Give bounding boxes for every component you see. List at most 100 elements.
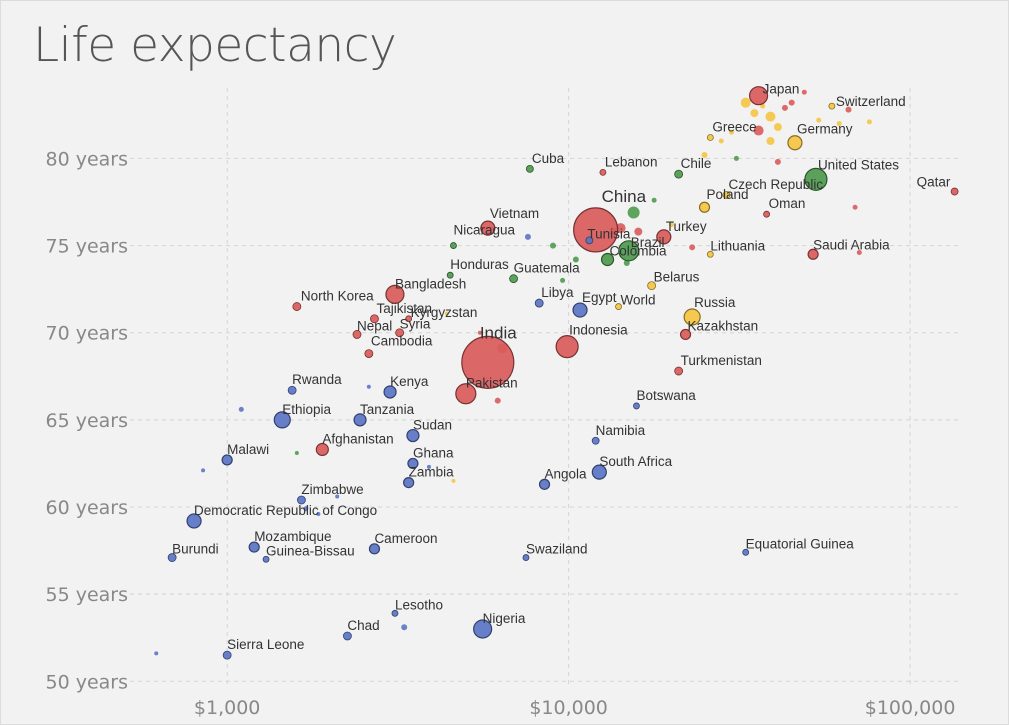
data-point[interactable] [706, 250, 714, 258]
data-point[interactable] [525, 164, 534, 173]
data-point[interactable] [370, 314, 379, 324]
data-point[interactable] [480, 220, 496, 236]
data-point[interactable] [674, 169, 684, 179]
data-point[interactable] [634, 227, 643, 236]
data-point[interactable] [866, 119, 872, 125]
data-point[interactable] [801, 89, 807, 95]
data-point[interactable] [391, 609, 399, 617]
data-point[interactable] [766, 137, 775, 145]
data-point[interactable] [262, 555, 270, 563]
data-point[interactable] [807, 248, 819, 260]
data-point[interactable] [534, 298, 544, 308]
data-point[interactable] [633, 402, 640, 410]
data-point[interactable] [303, 506, 309, 512]
data-point[interactable] [248, 541, 260, 553]
data-point[interactable] [753, 125, 764, 136]
data-point[interactable] [787, 135, 803, 151]
data-point[interactable] [627, 206, 640, 219]
data-point[interactable] [315, 442, 329, 457]
data-point[interactable] [623, 260, 630, 266]
data-point[interactable] [405, 315, 413, 323]
data-point[interactable] [287, 385, 297, 395]
data-point[interactable] [836, 121, 842, 127]
data-point[interactable] [572, 302, 588, 318]
data-point[interactable] [618, 240, 640, 262]
data-point[interactable] [706, 134, 714, 141]
data-point[interactable] [856, 250, 862, 256]
data-point[interactable] [538, 478, 551, 490]
data-point[interactable] [395, 328, 405, 338]
data-point[interactable] [473, 619, 493, 639]
data-point[interactable] [383, 385, 397, 399]
data-point[interactable] [765, 111, 776, 122]
data-point[interactable] [167, 553, 177, 562]
data-point[interactable] [742, 548, 750, 556]
data-point[interactable] [740, 97, 751, 108]
data-point[interactable] [591, 464, 607, 480]
data-point[interactable] [406, 428, 420, 443]
data-point[interactable] [524, 233, 531, 240]
data-point[interactable] [774, 158, 781, 165]
data-point[interactable] [201, 468, 206, 473]
data-point[interactable] [788, 99, 795, 106]
data-point[interactable] [750, 109, 759, 118]
data-point[interactable] [689, 244, 696, 251]
data-point[interactable] [352, 330, 362, 339]
data-point[interactable] [656, 229, 672, 245]
data-point[interactable] [221, 454, 233, 466]
data-point[interactable] [573, 207, 619, 253]
data-point[interactable] [733, 155, 739, 161]
data-point[interactable] [368, 543, 381, 555]
data-point[interactable] [748, 86, 769, 106]
data-point[interactable] [674, 366, 684, 376]
data-point[interactable] [292, 302, 302, 311]
data-point[interactable] [585, 236, 594, 245]
data-point[interactable] [729, 129, 735, 135]
data-point[interactable] [451, 478, 456, 483]
data-point[interactable] [294, 450, 299, 455]
data-point[interactable] [353, 413, 367, 427]
data-point[interactable] [335, 494, 340, 499]
data-point[interactable] [698, 201, 711, 213]
data-point[interactable] [773, 123, 782, 132]
data-point[interactable] [297, 495, 306, 505]
data-point[interactable] [572, 256, 579, 263]
data-point[interactable] [599, 168, 607, 176]
data-point[interactable] [845, 106, 852, 113]
data-point[interactable] [455, 383, 477, 405]
data-point[interactable] [407, 457, 419, 470]
data-point[interactable] [683, 308, 701, 326]
data-point[interactable] [426, 464, 431, 469]
data-point[interactable] [816, 117, 822, 123]
data-point[interactable] [273, 411, 291, 429]
data-point[interactable] [364, 349, 374, 359]
data-point[interactable] [763, 210, 771, 218]
data-point[interactable] [366, 384, 371, 389]
data-point[interactable] [828, 102, 836, 110]
data-point[interactable] [668, 222, 674, 228]
data-point[interactable] [316, 511, 321, 516]
data-point[interactable] [509, 274, 518, 284]
data-point[interactable] [494, 397, 501, 404]
data-point[interactable] [403, 477, 415, 489]
data-point[interactable] [477, 330, 482, 335]
data-point[interactable] [804, 167, 828, 191]
data-point[interactable] [238, 406, 244, 412]
data-point[interactable] [852, 204, 858, 210]
data-point[interactable] [550, 242, 557, 249]
data-point[interactable] [718, 138, 724, 144]
data-point[interactable] [560, 277, 566, 283]
data-point[interactable] [522, 554, 530, 561]
data-point[interactable] [555, 335, 579, 359]
data-point[interactable] [615, 303, 622, 310]
data-point[interactable] [154, 651, 159, 656]
data-point[interactable] [760, 103, 766, 109]
data-point[interactable] [186, 513, 202, 529]
data-point[interactable] [679, 328, 692, 341]
data-point[interactable] [591, 436, 600, 445]
data-point[interactable] [385, 284, 405, 304]
data-point[interactable] [722, 191, 731, 199]
data-point[interactable] [781, 104, 788, 111]
data-point[interactable] [600, 252, 615, 267]
data-point[interactable] [701, 151, 708, 158]
